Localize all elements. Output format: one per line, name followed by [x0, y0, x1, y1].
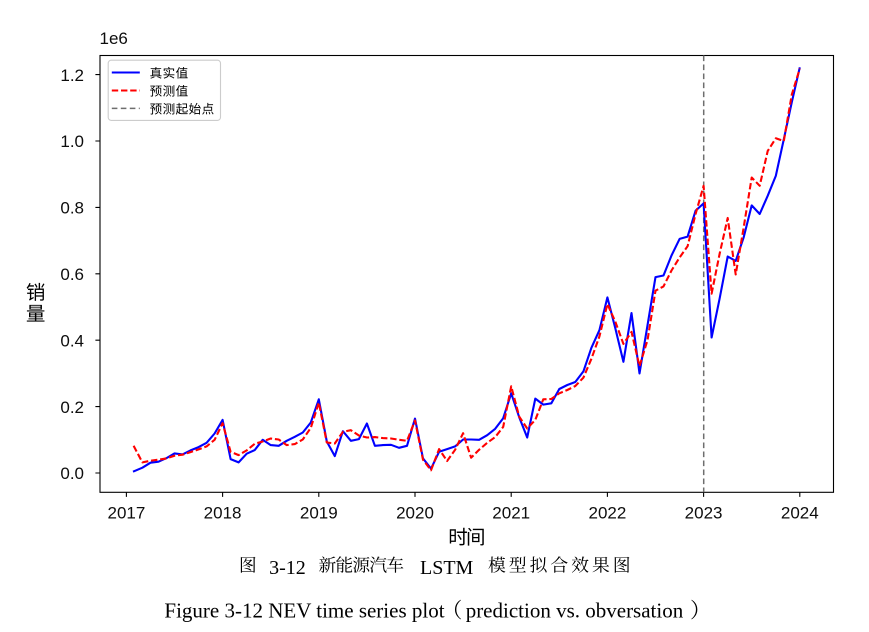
svg-text:1.2: 1.2 — [60, 66, 84, 85]
svg-text:1.0: 1.0 — [60, 132, 84, 151]
svg-text:0.0: 0.0 — [60, 464, 84, 483]
svg-text:1e6: 1e6 — [100, 29, 128, 48]
svg-text:2022: 2022 — [588, 504, 626, 523]
svg-text:3-12: 3-12 — [269, 557, 306, 579]
svg-text:2018: 2018 — [204, 504, 242, 523]
svg-text:0.6: 0.6 — [60, 265, 84, 284]
svg-text:Figure 3-12 NEV time series pl: Figure 3-12 NEV time series plot — [164, 599, 444, 623]
svg-text:2024: 2024 — [781, 504, 819, 523]
svg-text:LSTM: LSTM — [420, 557, 474, 579]
svg-text:2019: 2019 — [300, 504, 338, 523]
svg-text:prediction vs. obversation: prediction vs. obversation — [466, 599, 684, 623]
svg-text:0.2: 0.2 — [60, 398, 84, 417]
svg-text:2020: 2020 — [396, 504, 434, 523]
svg-text:2017: 2017 — [107, 504, 145, 523]
svg-text:2021: 2021 — [492, 504, 530, 523]
svg-text:2023: 2023 — [685, 504, 723, 523]
svg-text:0.8: 0.8 — [60, 199, 84, 218]
svg-text:0.4: 0.4 — [60, 331, 84, 350]
